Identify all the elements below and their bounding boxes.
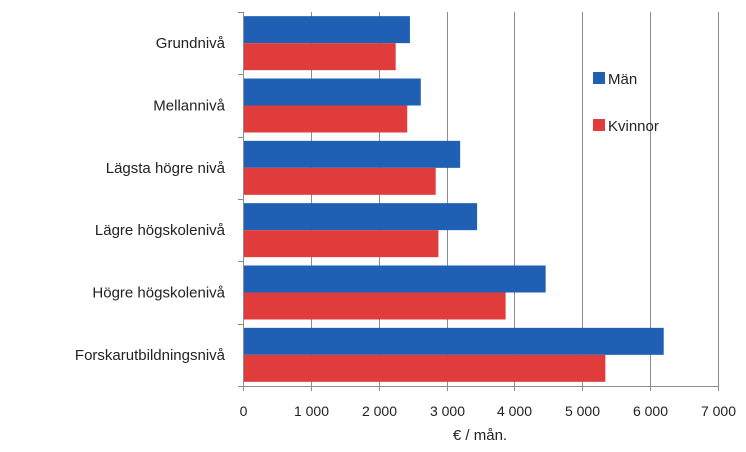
- legend-swatch-män: [593, 72, 605, 84]
- bars: [244, 16, 664, 382]
- legend-label-kvinnor: Kvinnor: [608, 118, 659, 135]
- bar-män-2: [244, 140, 461, 168]
- x-tick-label: 5 000: [565, 403, 600, 419]
- bar-män-4: [244, 265, 546, 293]
- category-label: Lägre högskolenivå: [95, 222, 226, 239]
- bar-kvinnor-4: [244, 292, 506, 320]
- bar-kvinnor-2: [244, 167, 436, 195]
- bar-kvinnor-5: [244, 354, 606, 382]
- category-label: Högre högskolenivå: [92, 285, 225, 302]
- legend-label-män: Män: [608, 71, 637, 88]
- bar-män-0: [244, 16, 410, 44]
- x-tick-label: 1 000: [294, 403, 329, 419]
- bar-män-1: [244, 78, 421, 106]
- legend: Män Kvinnor: [593, 71, 659, 135]
- x-axis-title: € / mån.: [453, 427, 507, 444]
- category-labels: Grundnivå Mellannivå Lägsta högre nivå Lägr…: [75, 35, 226, 364]
- legend-swatch-kvinnor: [593, 119, 605, 131]
- bar-kvinnor-0: [244, 43, 396, 71]
- category-label: Lägsta högre nivå: [106, 160, 226, 177]
- category-label: Mellannivå: [153, 98, 225, 115]
- bar-kvinnor-3: [244, 230, 439, 258]
- x-tick-label: 0: [240, 403, 248, 419]
- x-tick-label: 2 000: [362, 403, 397, 419]
- category-label: Forskarutbildningsnivå: [75, 347, 226, 364]
- category-label: Grundnivå: [156, 35, 226, 52]
- bar-kvinnor-1: [244, 105, 408, 133]
- x-tick-label: 7 000: [701, 403, 736, 419]
- bar-män-3: [244, 203, 478, 231]
- x-tick-labels: 0 1 000 2 000 3 000 4 000 5 000 6 000 7 000: [240, 403, 737, 419]
- x-tick-label: 4 000: [497, 403, 532, 419]
- x-tick-label: 6 000: [633, 403, 668, 419]
- bar-män-5: [244, 327, 664, 355]
- axes: [238, 12, 719, 391]
- gridlines: [311, 12, 719, 386]
- x-tick-label: 3 000: [430, 403, 465, 419]
